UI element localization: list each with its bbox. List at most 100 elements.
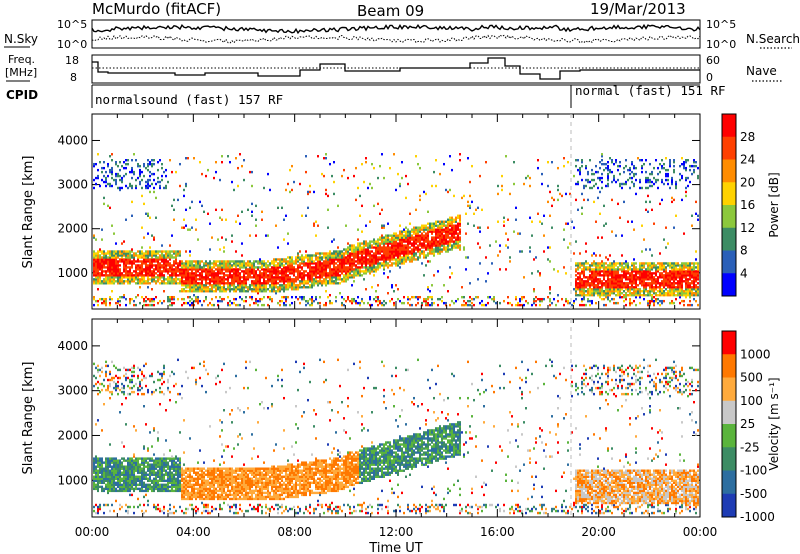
data-cell bbox=[617, 164, 619, 168]
data-cell bbox=[579, 278, 581, 281]
data-cell bbox=[579, 264, 581, 267]
data-cell bbox=[595, 254, 597, 257]
data-cell bbox=[333, 192, 335, 196]
data-cell bbox=[181, 278, 183, 281]
data-cell bbox=[417, 238, 419, 241]
data-cell bbox=[387, 240, 389, 243]
data-cell bbox=[365, 264, 367, 267]
data-cell bbox=[685, 274, 687, 277]
data-cell bbox=[647, 210, 649, 214]
data-cell bbox=[363, 252, 365, 255]
data-cell bbox=[413, 250, 415, 253]
data-cell bbox=[355, 301, 357, 305]
data-cell bbox=[605, 222, 607, 225]
data-cell bbox=[299, 256, 301, 259]
data-cell bbox=[427, 297, 429, 301]
data-cell bbox=[675, 270, 677, 273]
data-cell bbox=[299, 272, 301, 275]
data-cell bbox=[675, 268, 677, 271]
data-cell bbox=[679, 280, 681, 283]
data-cell bbox=[351, 244, 353, 247]
data-cell bbox=[271, 280, 273, 283]
data-cell bbox=[393, 246, 395, 249]
data-cell bbox=[657, 290, 659, 293]
data-cell bbox=[253, 268, 255, 271]
data-cell bbox=[311, 280, 313, 283]
data-cell bbox=[489, 295, 491, 299]
data-cell bbox=[617, 294, 619, 297]
data-cell bbox=[319, 282, 321, 285]
data-cell bbox=[617, 288, 619, 291]
data-cell bbox=[101, 258, 103, 261]
data-cell bbox=[141, 266, 143, 269]
data-cell bbox=[323, 278, 325, 281]
data-cell bbox=[641, 159, 643, 162]
data-cell bbox=[283, 238, 285, 241]
data-cell bbox=[297, 258, 299, 261]
data-cell bbox=[175, 262, 177, 265]
data-cell bbox=[649, 292, 651, 295]
data-cell bbox=[171, 170, 173, 174]
data-cell bbox=[371, 260, 373, 263]
data-cell bbox=[225, 266, 227, 269]
data-cell bbox=[587, 172, 589, 176]
data-cell bbox=[675, 290, 677, 293]
data-cell bbox=[99, 276, 101, 279]
data-cell bbox=[223, 290, 225, 293]
data-cell bbox=[267, 295, 269, 299]
data-cell bbox=[675, 297, 677, 301]
data-cell bbox=[465, 212, 467, 215]
data-cell bbox=[203, 268, 205, 271]
data-cell bbox=[243, 272, 245, 275]
data-cell bbox=[563, 238, 565, 241]
data-cell bbox=[587, 280, 589, 283]
data-cell bbox=[149, 260, 151, 263]
data-cell bbox=[365, 244, 367, 247]
data-cell bbox=[377, 242, 379, 245]
data-cell bbox=[589, 294, 591, 297]
data-cell bbox=[671, 294, 673, 297]
data-cell bbox=[539, 274, 541, 277]
data-cell bbox=[657, 266, 659, 269]
data-cell bbox=[259, 278, 261, 281]
data-cell bbox=[127, 270, 129, 273]
data-cell bbox=[373, 268, 375, 271]
data-cell bbox=[187, 266, 189, 269]
data-cell bbox=[189, 276, 191, 279]
data-cell bbox=[143, 254, 145, 257]
data-cell bbox=[419, 254, 421, 257]
data-cell bbox=[187, 282, 189, 285]
data-cell bbox=[661, 178, 663, 182]
data-cell bbox=[185, 264, 187, 267]
data-cell bbox=[357, 256, 359, 259]
data-cell bbox=[367, 246, 369, 249]
data-cell bbox=[95, 270, 97, 273]
data-cell bbox=[561, 297, 563, 301]
data-cell bbox=[649, 184, 651, 188]
data-cell bbox=[291, 270, 293, 273]
data-cell bbox=[305, 282, 307, 285]
data-cell bbox=[553, 198, 555, 202]
data-cell bbox=[601, 236, 603, 239]
data-cell bbox=[595, 266, 597, 269]
data-cell bbox=[533, 288, 535, 291]
data-cell bbox=[141, 254, 143, 257]
data-cell bbox=[375, 240, 377, 243]
data-cell bbox=[387, 276, 389, 279]
data-cell bbox=[401, 262, 403, 265]
data-cell bbox=[265, 274, 267, 277]
data-cell bbox=[197, 278, 199, 281]
data-cell bbox=[213, 260, 215, 263]
data-cell bbox=[349, 248, 351, 251]
data-cell bbox=[137, 278, 139, 281]
data-cell bbox=[439, 236, 441, 239]
data-cell bbox=[575, 274, 577, 277]
data-cell bbox=[185, 250, 187, 253]
data-cell bbox=[617, 262, 619, 265]
data-cell bbox=[435, 220, 437, 223]
data-cell bbox=[689, 268, 691, 271]
data-cell bbox=[111, 260, 113, 263]
data-cell bbox=[677, 280, 679, 283]
data-cell bbox=[581, 297, 583, 301]
data-cell bbox=[121, 274, 123, 277]
